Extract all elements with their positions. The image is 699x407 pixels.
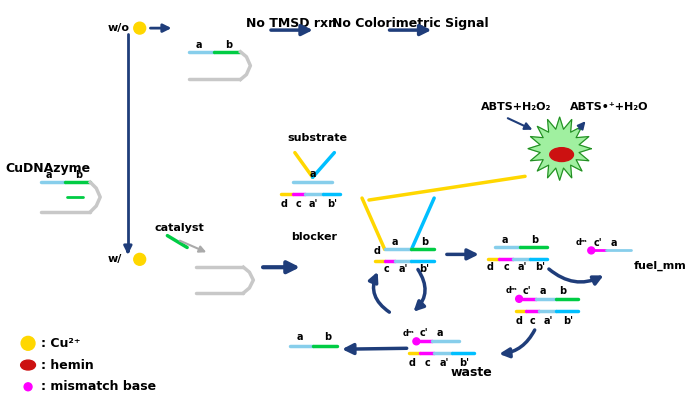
- Text: b': b': [419, 264, 429, 274]
- Text: c': c': [420, 328, 428, 339]
- Text: ABTS+H₂O₂: ABTS+H₂O₂: [481, 102, 551, 112]
- Text: b: b: [421, 236, 428, 247]
- Text: catalyst: catalyst: [154, 223, 204, 233]
- Text: b': b': [563, 315, 574, 326]
- Text: c': c': [594, 238, 603, 247]
- Circle shape: [413, 338, 420, 345]
- Text: a': a': [309, 199, 318, 209]
- Text: b: b: [531, 234, 538, 245]
- Circle shape: [21, 337, 35, 350]
- Text: waste: waste: [451, 366, 493, 379]
- Text: a': a': [517, 262, 527, 272]
- Text: a': a': [544, 315, 554, 326]
- Text: blocker: blocker: [291, 232, 338, 242]
- Text: : hemin: : hemin: [41, 359, 94, 372]
- Text: fuel_mm: fuel_mm: [634, 261, 686, 271]
- Text: b': b': [327, 199, 338, 209]
- Text: a: a: [437, 328, 443, 339]
- Text: No Colorimetric Signal: No Colorimetric Signal: [332, 17, 489, 30]
- Text: c: c: [296, 199, 302, 209]
- Circle shape: [134, 254, 145, 265]
- Text: c': c': [523, 286, 531, 296]
- Text: a: a: [310, 169, 316, 179]
- Text: b: b: [225, 40, 232, 50]
- Text: b': b': [535, 262, 545, 272]
- Text: a': a': [440, 358, 449, 368]
- Text: d: d: [409, 358, 416, 368]
- Text: : mismatch base: : mismatch base: [41, 380, 156, 393]
- Text: a: a: [611, 238, 617, 247]
- Circle shape: [588, 247, 595, 254]
- Text: dᵐ: dᵐ: [505, 287, 517, 295]
- Circle shape: [24, 383, 32, 391]
- Text: a: a: [45, 171, 52, 180]
- Text: CuDNAzyme: CuDNAzyme: [6, 162, 90, 175]
- Text: a': a': [399, 264, 408, 274]
- Polygon shape: [528, 117, 591, 180]
- Text: substrate: substrate: [287, 133, 347, 143]
- Text: c: c: [530, 315, 536, 326]
- Text: d: d: [487, 262, 494, 272]
- Text: No TMSD rxn: No TMSD rxn: [246, 17, 338, 30]
- Text: d: d: [280, 199, 287, 209]
- Text: a: a: [391, 236, 398, 247]
- Text: c: c: [424, 358, 430, 368]
- Text: a: a: [540, 286, 546, 296]
- Text: ABTS•⁺+H₂O: ABTS•⁺+H₂O: [570, 102, 648, 112]
- Text: dᵐ: dᵐ: [403, 329, 415, 338]
- Text: : Cu²⁺: : Cu²⁺: [41, 337, 80, 350]
- Ellipse shape: [21, 360, 36, 370]
- Text: w/: w/: [108, 254, 122, 264]
- Text: b': b': [459, 358, 469, 368]
- Text: c: c: [384, 264, 389, 274]
- Text: dᵐ: dᵐ: [575, 238, 587, 247]
- Circle shape: [134, 22, 145, 34]
- Text: b: b: [324, 333, 331, 342]
- Text: b: b: [559, 286, 566, 296]
- Text: a: a: [502, 234, 509, 245]
- Text: w/o: w/o: [108, 23, 130, 33]
- Ellipse shape: [549, 148, 573, 162]
- Text: b: b: [75, 171, 82, 180]
- Text: d: d: [516, 315, 523, 326]
- Text: c: c: [503, 262, 509, 272]
- Text: d: d: [373, 246, 380, 256]
- Circle shape: [516, 295, 523, 302]
- Text: a: a: [196, 40, 202, 50]
- Text: a: a: [296, 333, 303, 342]
